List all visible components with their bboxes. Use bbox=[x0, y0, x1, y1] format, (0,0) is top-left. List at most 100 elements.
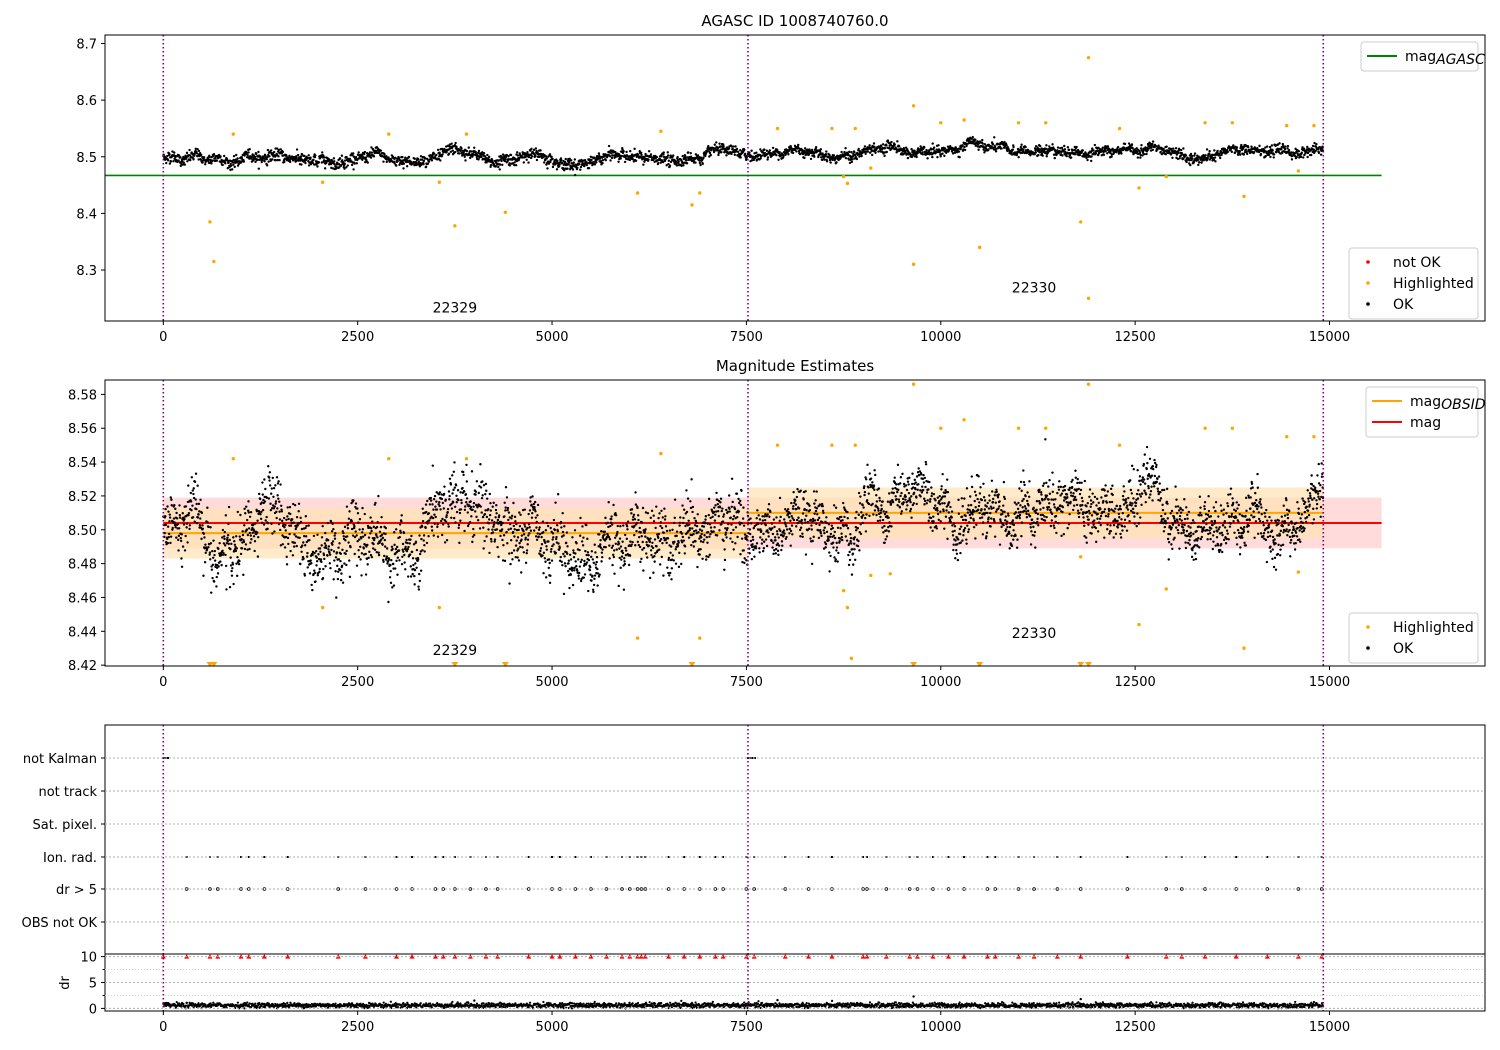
ok-point bbox=[676, 155, 679, 159]
ok-point bbox=[251, 155, 254, 158]
ok-point bbox=[315, 564, 318, 567]
ok-point bbox=[716, 502, 720, 506]
ok-point bbox=[632, 515, 635, 519]
ok-point bbox=[164, 523, 168, 527]
ok-point bbox=[866, 150, 870, 153]
ok-point bbox=[722, 144, 725, 148]
ok-point bbox=[412, 161, 416, 164]
ok-point bbox=[1283, 147, 1287, 151]
ok-point bbox=[324, 565, 327, 568]
ok-point bbox=[637, 535, 641, 539]
ok-point bbox=[259, 517, 263, 521]
ok-point bbox=[436, 525, 439, 529]
ok-point bbox=[382, 560, 385, 563]
ok-point bbox=[195, 522, 199, 525]
ok-point bbox=[619, 525, 622, 528]
ok-point bbox=[977, 148, 980, 151]
ok-point bbox=[409, 538, 412, 541]
ok-point bbox=[172, 160, 175, 163]
ok-point bbox=[243, 524, 246, 527]
ok-point bbox=[623, 557, 626, 560]
ok-point bbox=[703, 534, 706, 537]
ok-point bbox=[288, 158, 291, 162]
ok-point bbox=[177, 159, 180, 162]
ok-point bbox=[342, 531, 345, 535]
ok-point bbox=[1063, 144, 1066, 148]
ok-point bbox=[1165, 145, 1168, 148]
ok-point bbox=[600, 551, 604, 554]
ok-point bbox=[873, 145, 876, 149]
ok-point bbox=[402, 167, 405, 170]
ok-point bbox=[558, 546, 561, 550]
ok-point bbox=[454, 141, 457, 145]
ok-point bbox=[264, 154, 267, 157]
highlighted-point bbox=[1117, 126, 1122, 131]
ok-point bbox=[243, 507, 246, 511]
ok-point bbox=[424, 157, 427, 160]
ok-point bbox=[449, 150, 453, 153]
ok-point bbox=[358, 528, 361, 531]
ok-point bbox=[587, 553, 590, 557]
ok-point bbox=[256, 531, 259, 534]
ok-point bbox=[715, 141, 718, 144]
ok-point bbox=[513, 528, 516, 531]
ok-point bbox=[169, 535, 173, 538]
ok-point bbox=[394, 528, 398, 531]
ok-point bbox=[233, 540, 236, 543]
ok-point bbox=[436, 522, 439, 526]
ok-point bbox=[487, 522, 491, 525]
ok-point bbox=[669, 545, 673, 548]
ok-point bbox=[332, 578, 335, 581]
ok-point bbox=[215, 575, 218, 579]
ok-point bbox=[593, 577, 596, 581]
ok-point bbox=[518, 152, 521, 155]
ok-point bbox=[600, 560, 603, 563]
ok-point bbox=[1185, 160, 1188, 164]
ok-point bbox=[303, 154, 306, 158]
ok-point bbox=[247, 151, 250, 154]
ok-point bbox=[265, 164, 269, 167]
ok-point bbox=[787, 153, 790, 156]
ok-point bbox=[247, 511, 251, 514]
ok-point bbox=[1272, 153, 1276, 156]
ok-point bbox=[526, 543, 529, 546]
ok-point bbox=[412, 563, 415, 567]
ok-point bbox=[596, 567, 599, 571]
ok-point bbox=[526, 538, 530, 541]
ok-point bbox=[292, 545, 296, 548]
ok-point bbox=[206, 506, 209, 509]
ok-point bbox=[1191, 157, 1194, 160]
ok-point bbox=[266, 522, 270, 525]
ok-point bbox=[193, 152, 196, 156]
ok-point bbox=[685, 510, 689, 514]
ok-point bbox=[398, 523, 402, 526]
ok-point bbox=[832, 154, 836, 157]
ok-point bbox=[850, 160, 854, 164]
ok-point bbox=[285, 518, 288, 521]
ok-point bbox=[486, 497, 489, 500]
ok-point bbox=[498, 514, 501, 517]
ok-point bbox=[1038, 144, 1042, 148]
ok-point bbox=[369, 516, 372, 519]
ok-point bbox=[523, 525, 527, 528]
ok-point bbox=[642, 569, 645, 572]
ok-point bbox=[715, 534, 719, 537]
ok-point bbox=[1000, 147, 1003, 150]
ok-point bbox=[1189, 152, 1193, 156]
ok-point bbox=[648, 540, 652, 544]
ok-point bbox=[307, 524, 310, 527]
ok-point bbox=[515, 539, 518, 542]
ok-point bbox=[272, 486, 276, 490]
ok-point bbox=[354, 502, 358, 505]
ok-point bbox=[595, 560, 598, 564]
ok-point bbox=[452, 501, 455, 504]
ok-point bbox=[272, 495, 275, 498]
ok-point bbox=[540, 535, 543, 539]
ok-point bbox=[473, 533, 476, 537]
ok-point bbox=[490, 540, 493, 543]
ok-point bbox=[185, 151, 189, 155]
ok-point bbox=[868, 144, 871, 147]
ok-point bbox=[310, 562, 313, 565]
ok-point bbox=[509, 522, 512, 526]
ok-point bbox=[584, 549, 587, 553]
